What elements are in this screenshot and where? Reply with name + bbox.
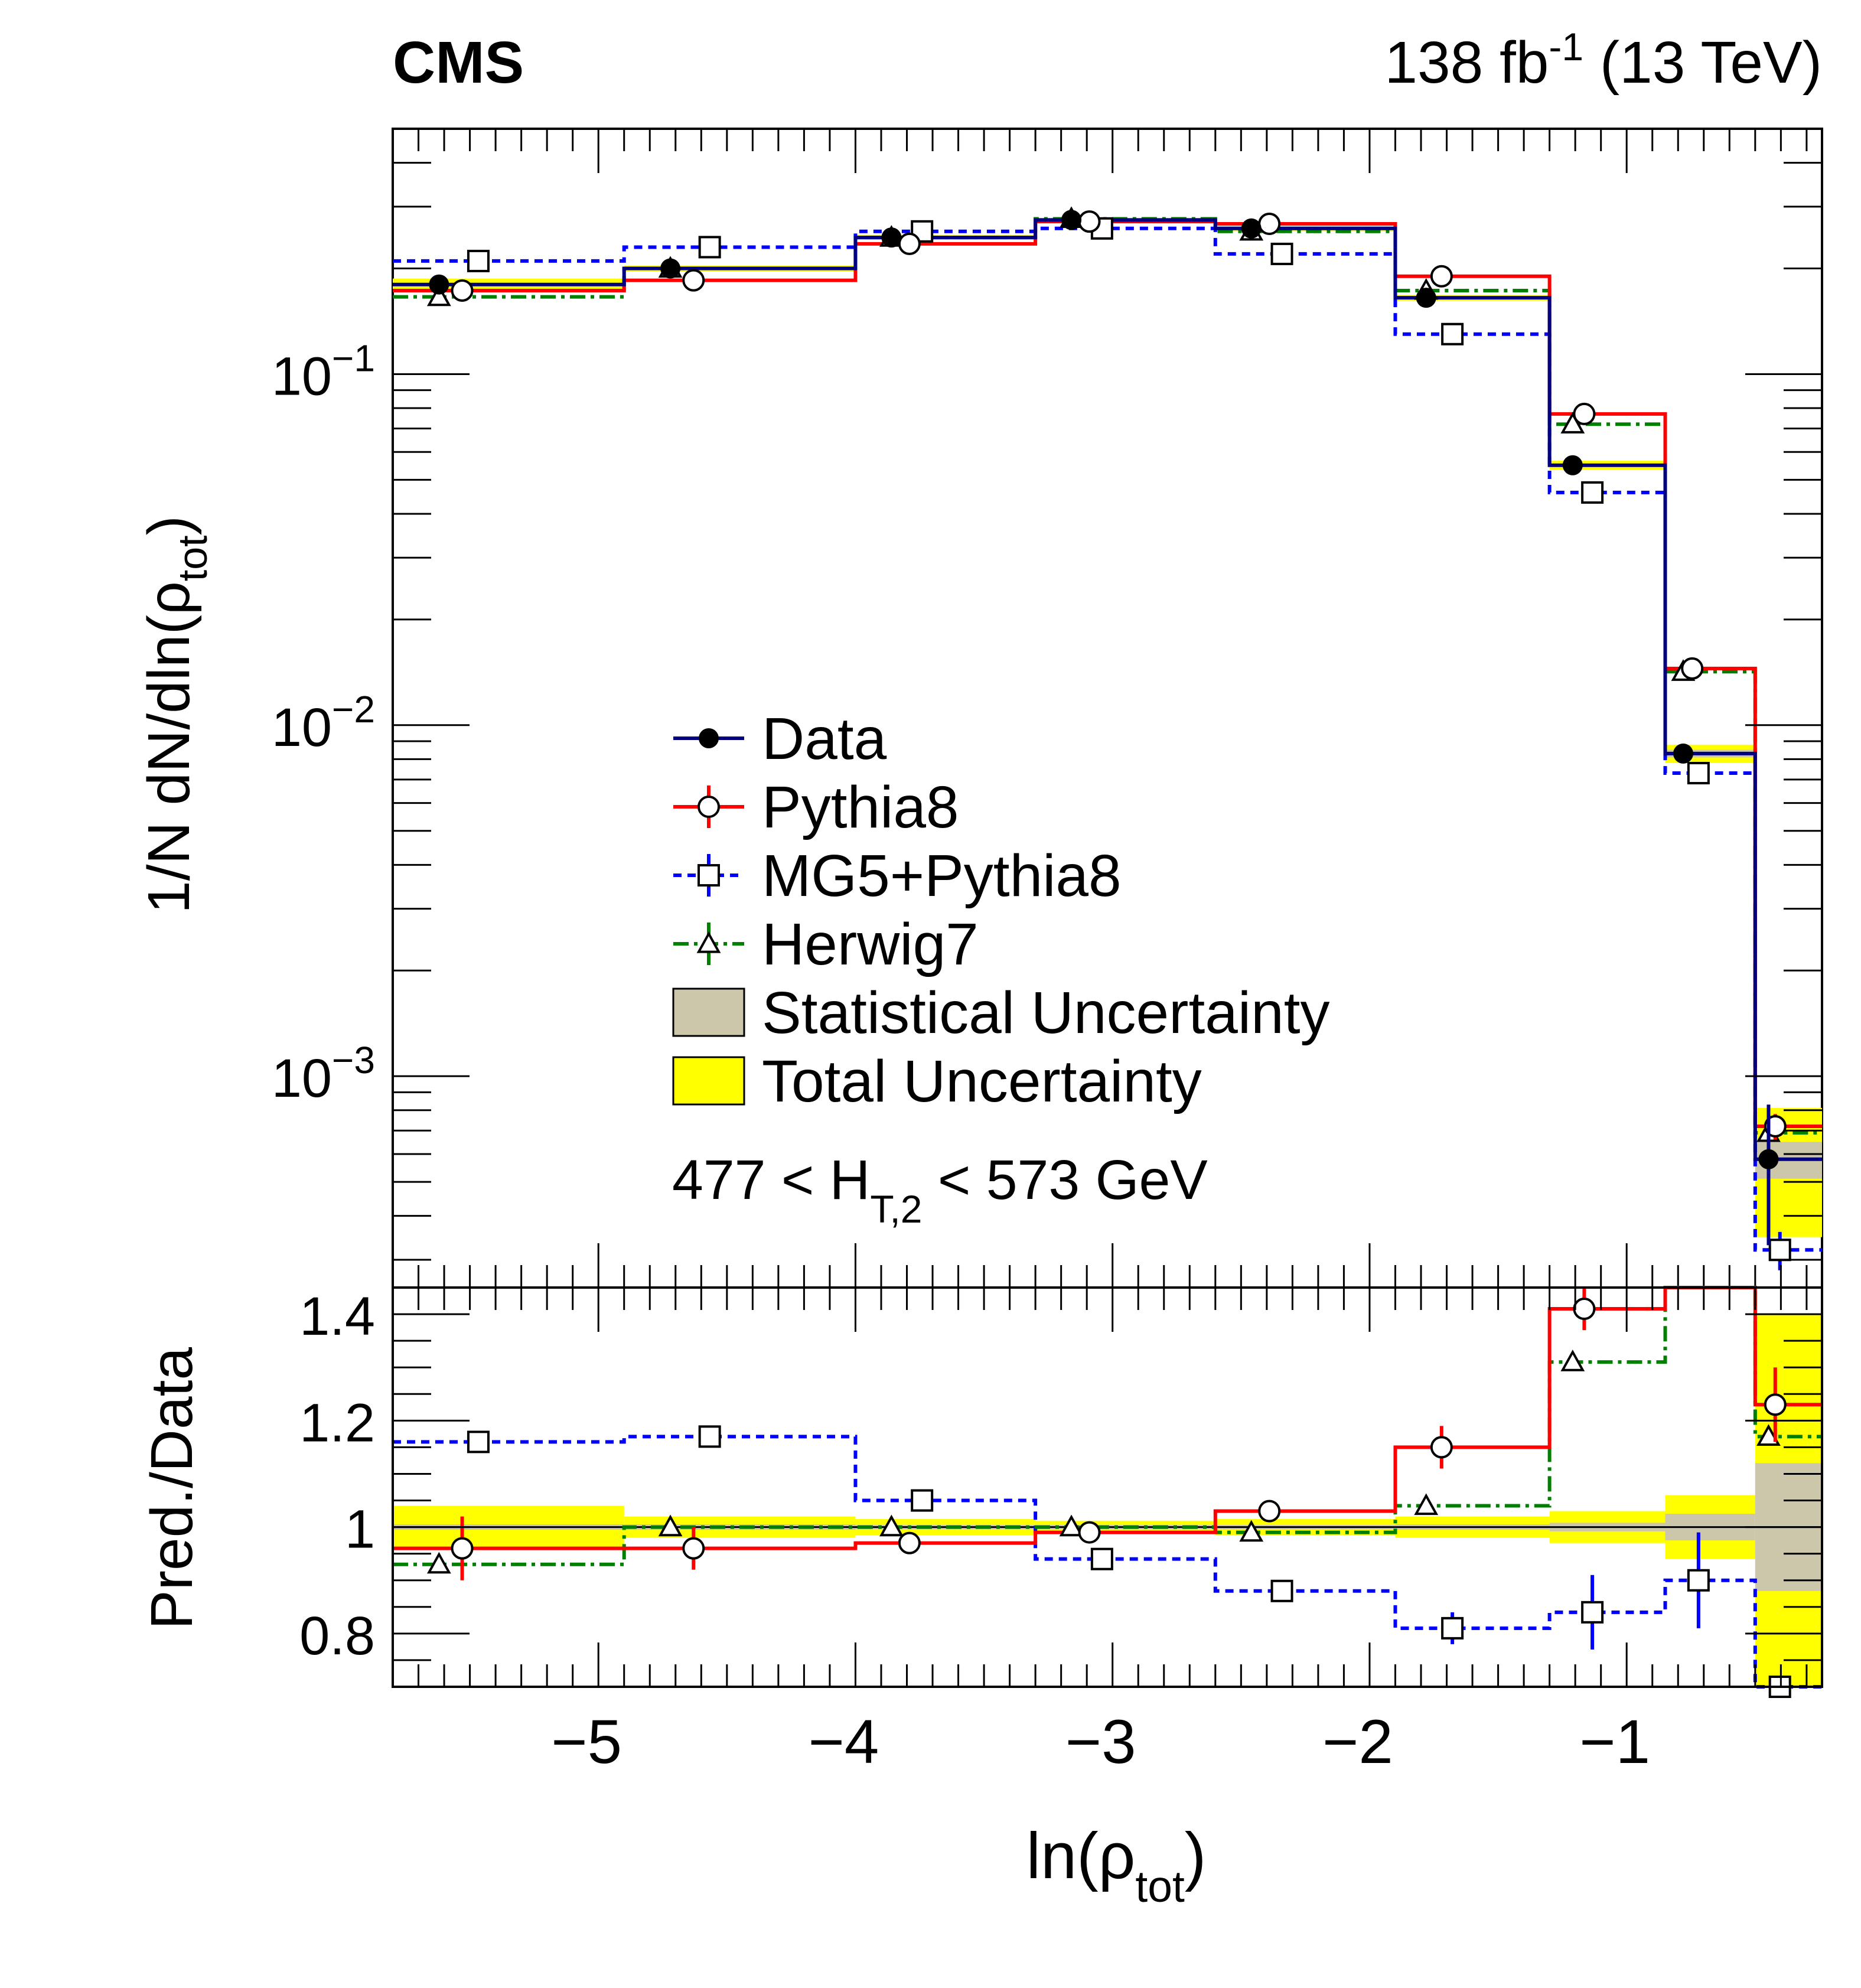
main-marker-pythia8 — [682, 269, 705, 292]
ratio-plot-panel: 0.8 1 1.2 1.4 −5 −4 −3 −2 −1 — [299, 1286, 1823, 1777]
main-marker-pythia8 — [1573, 402, 1596, 425]
ratio-marker-herwig7 — [879, 1514, 904, 1537]
legend-label-mg5: MG5+Pythia8 — [762, 843, 1122, 909]
main-marker-pythia8 — [451, 279, 474, 302]
ratio-y-tick-label: 0.8 — [299, 1606, 375, 1666]
main-plot-panel: 10−1 10−2 10−3 — [272, 128, 1823, 1289]
ratio-marker-mg5 — [467, 1430, 490, 1453]
legend-label-herwig7: Herwig7 — [762, 911, 979, 977]
legend-label-stat: Statistical Uncertainty — [762, 980, 1329, 1046]
main-marker-pythia8 — [898, 232, 921, 255]
ratio-marker-herwig7 — [1239, 1520, 1264, 1542]
legend-entry-herwig7: Herwig7 — [673, 911, 979, 977]
ratio-marker-mg5 — [1687, 1569, 1710, 1592]
main-marker-data — [1562, 455, 1583, 475]
ratio-marker-herwig7 — [1560, 1350, 1585, 1371]
x-axis-label: ln(ρtot) — [1026, 1820, 1207, 1911]
x-tick-label: −1 — [1579, 1707, 1650, 1777]
main-marker-pythia8 — [1681, 657, 1704, 680]
experiment-label: CMS — [393, 30, 524, 96]
main-marker-pythia8 — [1078, 210, 1101, 233]
ratio-marker-herwig7 — [1059, 1514, 1084, 1537]
ratio-marker-pythia8 — [682, 1537, 705, 1560]
luminosity-label: 138 fb-1 (13 TeV) — [1384, 25, 1822, 96]
ratio-y-axis-label: Pred./Data — [139, 1347, 205, 1629]
main-marker-mg5 — [1687, 762, 1710, 785]
ratio-marker-mg5 — [1270, 1579, 1293, 1602]
main-marker-mg5 — [911, 220, 934, 243]
legend-entry-pythia8: Pythia8 — [673, 774, 959, 840]
main-marker-mg5 — [1090, 217, 1113, 240]
main-marker-data — [1241, 218, 1262, 239]
main-marker-pythia8 — [1258, 212, 1281, 235]
main-y-axis-label: 1/N dN/dln(ρtot) — [136, 516, 216, 914]
ratio-marker-pythia8 — [451, 1537, 474, 1560]
ratio-y-tick-label: 1 — [345, 1500, 375, 1560]
main-marker-data — [1758, 1149, 1779, 1169]
ratio-marker-mg5 — [1581, 1601, 1604, 1624]
legend-swatch-stat — [672, 988, 745, 1037]
main-marker-data — [1416, 288, 1436, 308]
main-marker-mg5 — [1270, 242, 1293, 265]
main-marker-mg5 — [1768, 1239, 1791, 1262]
main-marker-data — [881, 227, 902, 248]
legend-swatch-total — [672, 1056, 745, 1106]
ratio-marker-herwig7 — [1414, 1493, 1439, 1516]
ratio-marker-pythia8 — [1258, 1500, 1281, 1523]
x-tick-label: −3 — [1065, 1707, 1136, 1777]
ratio-marker-mg5 — [1441, 1617, 1464, 1640]
ratio-marker-pythia8 — [1573, 1298, 1596, 1321]
x-tick-label: −5 — [551, 1707, 622, 1777]
ratio-marker-mg5 — [1090, 1547, 1113, 1570]
ratio-marker-pythia8 — [1078, 1521, 1101, 1544]
main-marker-data — [660, 258, 681, 279]
main-marker-herwig7 — [1560, 412, 1585, 434]
main-y-tick-label: 10−3 — [272, 1039, 375, 1109]
ratio-plot-frame — [392, 1286, 1823, 1688]
main-marker-mg5 — [1581, 481, 1604, 504]
main-marker-data — [1061, 210, 1082, 230]
legend-entry-data: Data — [673, 706, 887, 772]
ratio-marker-mg5 — [911, 1489, 934, 1512]
ratio-marker-mg5 — [698, 1425, 721, 1448]
main-y-tick-label: 10−1 — [272, 337, 375, 406]
legend-marker-herwig7 — [696, 931, 721, 953]
ht-cut-label: 477 < HT,2 < 573 GeV — [672, 1149, 1208, 1231]
main-marker-pythia8 — [1430, 265, 1453, 288]
legend-marker-mg5 — [698, 864, 720, 887]
main-y-tick-label: 10−2 — [272, 688, 375, 758]
legend-entry-stat: Statistical Uncertainty — [672, 980, 1329, 1046]
main-marker-mg5 — [698, 236, 721, 259]
legend: DataPythia8MG5+Pythia8Herwig7Statistical… — [672, 706, 1329, 1114]
legend-marker-data — [699, 728, 719, 748]
main-marker-data — [429, 274, 449, 295]
ratio-marker-herwig7 — [658, 1514, 683, 1537]
ratio-marker-pythia8 — [1764, 1393, 1787, 1416]
ratio-line-mg5 — [393, 1435, 1822, 1689]
ratio-marker-herwig7 — [426, 1552, 451, 1574]
ratio-y-tick-label: 1.4 — [299, 1286, 375, 1347]
main-line-mg5 — [393, 226, 1822, 1252]
x-tick-label: −4 — [809, 1707, 879, 1777]
main-marker-data — [1673, 743, 1693, 764]
x-tick-label: −2 — [1322, 1707, 1393, 1777]
legend-label-data: Data — [762, 706, 887, 772]
ratio-marker-pythia8 — [1430, 1436, 1453, 1459]
legend-entry-mg5: MG5+Pythia8 — [673, 843, 1122, 909]
main-marker-mg5 — [1441, 322, 1464, 346]
main-marker-mg5 — [467, 249, 490, 272]
ratio-y-tick-label: 1.2 — [299, 1393, 375, 1453]
legend-entry-total: Total Uncertainty — [672, 1048, 1202, 1114]
ratio-marker-pythia8 — [898, 1531, 921, 1554]
legend-label-pythia8: Pythia8 — [762, 774, 959, 840]
legend-marker-pythia8 — [698, 796, 720, 818]
main-marker-herwig7 — [426, 284, 451, 307]
legend-label-total: Total Uncertainty — [762, 1048, 1202, 1114]
